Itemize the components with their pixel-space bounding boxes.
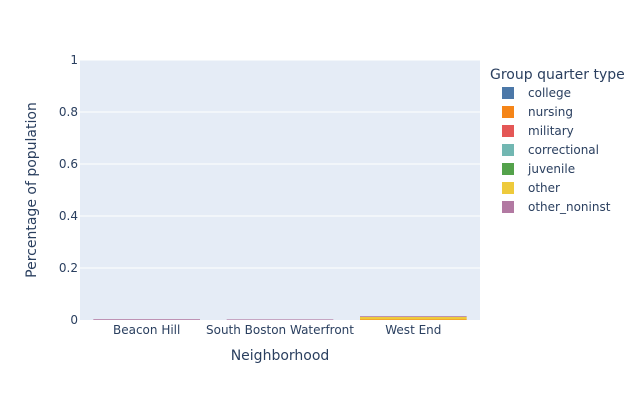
bar-segment-other <box>360 316 467 320</box>
legend-label[interactable]: other_noninst <box>528 200 611 214</box>
legend-label[interactable]: correctional <box>528 143 599 157</box>
legend-swatch-other_noninst[interactable] <box>502 201 514 213</box>
legend-swatch-juvenile[interactable] <box>502 163 514 175</box>
legend-label[interactable]: college <box>528 86 571 100</box>
legend-label[interactable]: nursing <box>528 105 573 119</box>
legend-label[interactable]: military <box>528 124 574 138</box>
y-tick-label: 0.4 <box>59 209 78 223</box>
bar-segment-nursing <box>360 319 467 320</box>
bar-segment-other_noninst <box>226 319 334 320</box>
legend-swatch-nursing[interactable] <box>502 106 514 118</box>
legend: college nursing military correctional juveni… <box>502 86 611 214</box>
legend-label[interactable]: other <box>528 181 560 195</box>
x-tick-label: Beacon Hill <box>113 323 180 337</box>
x-tick-labels: Beacon Hill South Boston Waterfront West E… <box>113 323 441 337</box>
plot-background <box>80 60 480 320</box>
legend-label[interactable]: juvenile <box>527 162 575 176</box>
y-tick-label: 0 <box>70 313 78 327</box>
y-tick-label: 0.8 <box>59 105 78 119</box>
gridlines <box>80 59 480 269</box>
y-axis-title: Percentage of population <box>24 102 40 278</box>
y-tick-label: 1 <box>70 53 78 67</box>
bar-segment-other_noninst <box>93 319 200 320</box>
legend-swatch-military[interactable] <box>502 125 514 137</box>
y-tick-label: 0.6 <box>59 157 78 171</box>
bar-segment-other_noninst <box>360 316 467 317</box>
y-tick-labels: 0 0.2 0.4 0.6 0.8 1 <box>59 53 78 327</box>
bars <box>93 316 467 320</box>
x-axis-title: Neighborhood <box>231 348 330 364</box>
x-tick-label: West End <box>385 323 441 337</box>
legend-swatch-college[interactable] <box>502 87 514 99</box>
y-tick-label: 0.2 <box>59 261 78 275</box>
legend-swatch-other[interactable] <box>502 182 514 194</box>
legend-title: Group quarter type <box>490 67 625 83</box>
x-tick-label: South Boston Waterfront <box>206 323 354 337</box>
legend-swatch-correctional[interactable] <box>502 144 514 156</box>
